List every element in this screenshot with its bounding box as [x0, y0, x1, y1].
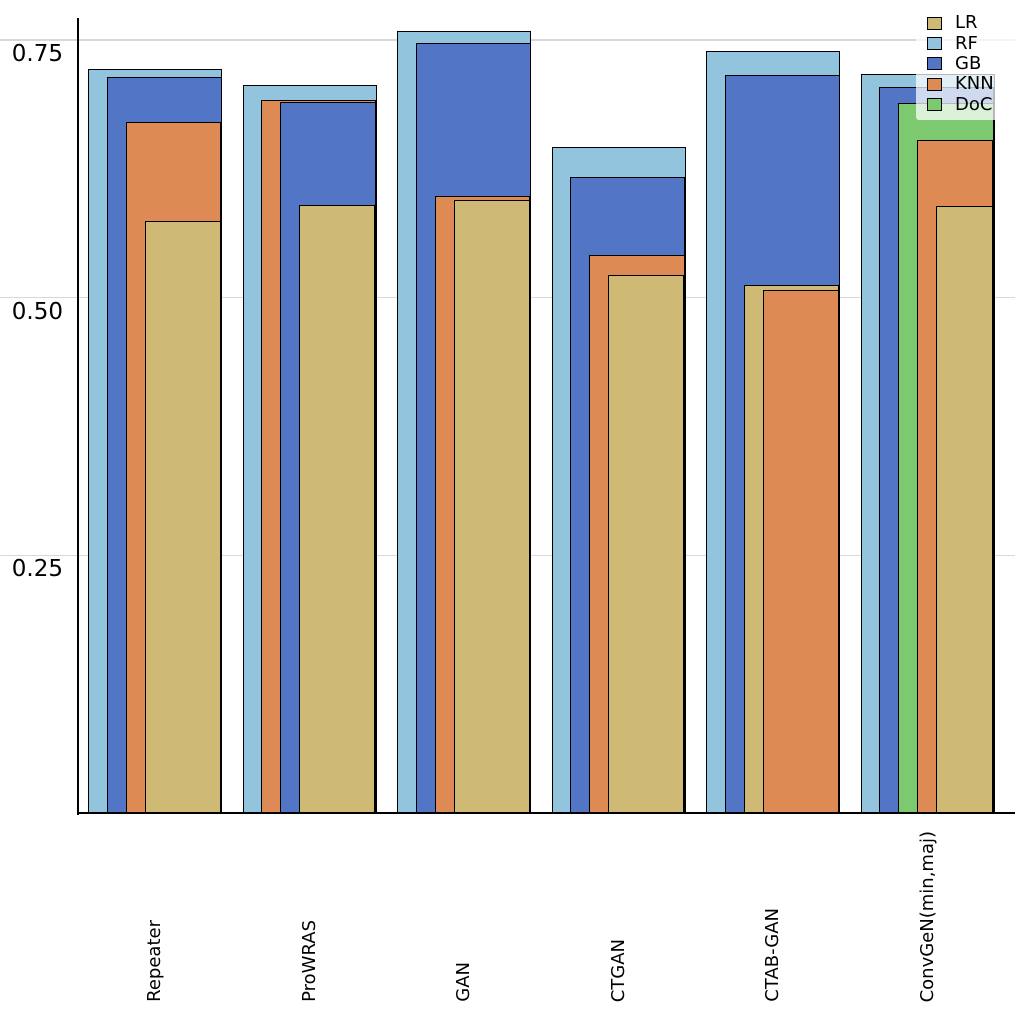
legend-swatch-GB	[927, 57, 942, 71]
legend: LR RF GB KNN DoC	[916, 8, 1022, 120]
x-tick-label-ProWRAS: ProWRAS	[298, 920, 320, 1002]
legend-item-RF: RF	[927, 33, 1022, 53]
legend-label-LR: LR	[955, 12, 978, 34]
y-tick-label-0.50: 0.50	[11, 298, 63, 325]
legend-swatch-LR	[927, 16, 942, 30]
bar-LR-Repeater	[144, 221, 221, 813]
legend-item-LR: LR	[927, 13, 1022, 33]
legend-item-DoC: DoC	[927, 95, 1022, 115]
bar-KNN-CTAB-GAN	[762, 290, 839, 813]
x-tick-label-ConvGeN(min,maj): ConvGeN(min,maj)	[916, 830, 938, 1002]
x-tick-label-Repeater: Repeater	[144, 920, 165, 1002]
x-tick-label-CTGAN: CTGAN	[607, 938, 629, 1002]
legend-swatch-RF	[927, 37, 942, 51]
legend-label-RF: RF	[955, 32, 978, 54]
bar-LR-ProWRAS	[299, 204, 376, 813]
legend-label-GB: GB	[955, 52, 982, 74]
y-tick-label-0.25: 0.25	[11, 556, 63, 583]
legend-swatch-KNN	[927, 77, 942, 91]
legend-item-GB: GB	[927, 54, 1022, 74]
bar-LR-GAN	[453, 199, 530, 813]
y-axis-line	[77, 18, 79, 815]
legend-label-KNN: KNN	[955, 73, 994, 95]
x-axis-line	[77, 812, 1015, 814]
x-tick-label-GAN: GAN	[453, 962, 474, 1002]
y-tick-label-0.75: 0.75	[11, 40, 63, 67]
bar-LR-ConvGeN(min,maj)	[936, 205, 993, 813]
bar-LR-CTGAN	[608, 274, 685, 813]
legend-item-KNN: KNN	[927, 74, 1022, 94]
legend-label-DoC: DoC	[955, 93, 993, 115]
x-tick-label-CTAB-GAN: CTAB-GAN	[762, 908, 783, 1002]
legend-swatch-DoC	[927, 98, 942, 112]
